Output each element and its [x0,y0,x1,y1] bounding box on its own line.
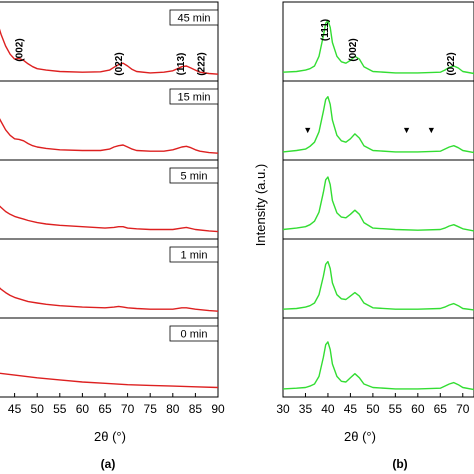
x-tick-label: 40 [321,402,335,416]
x-tick-label: 60 [411,402,425,416]
x-tick-label: 85 [189,402,203,416]
diffraction-curve-3 [282,176,474,232]
x-tick-label: 75 [144,402,158,416]
time-label-box [169,9,219,26]
x-tick-label: 45 [344,402,358,416]
x-tick-label: 55 [389,402,403,416]
x-tick-label: 70 [121,402,135,416]
peak-label: (111) [320,19,331,41]
phase-marker: ▼ [427,125,436,135]
x-tick-label: 90 [211,402,225,416]
peak-label: (113) [176,53,187,76]
peak-label: (222) [196,52,207,75]
x-tick-label: 65 [98,402,112,416]
peak-label: (002) [15,38,26,61]
time-label-box [169,246,219,263]
diffraction-curve-2 [0,118,219,154]
peak-label: (002) [348,38,359,61]
x-tick-label: 30 [276,402,290,416]
diffraction-curve-1 [282,19,474,75]
x-tick-label: 50 [31,402,45,416]
time-label-box [169,325,219,342]
phase-marker: ▼ [303,125,312,135]
x-axis-title: 2θ (°) [94,429,126,444]
phase-marker: ▼ [402,125,411,135]
x-tick-label: 70 [456,402,470,416]
panel-b: (111) (002) (022) ▼ ▼ ▼ 30 35 40 45 50 55 60 65 70 2θ (… [253,1,474,471]
subpanel-frame [282,317,474,398]
y-axis-title: Intensity (a.u.) [253,164,268,246]
peak-label: (022) [114,52,125,75]
diffraction-curve-3 [0,205,219,233]
time-label: 5 min [181,171,208,183]
time-label: 15 min [177,92,210,104]
panel-label: (a) [101,457,116,471]
time-label: 45 min [177,13,210,25]
time-label-box [169,88,219,105]
x-tick-label: 60 [76,402,90,416]
x-tick-label: 50 [366,402,380,416]
diffraction-curve-1 [0,28,219,75]
time-label-box [169,167,219,184]
x-tick-label: 80 [166,402,180,416]
panel-label: (b) [392,457,407,471]
x-tick-label: 65 [434,402,448,416]
x-tick-label: 35 [299,402,313,416]
x-tick-label: 55 [53,402,67,416]
diffraction-curve-4 [282,260,474,311]
diffraction-curve-4 [0,287,219,312]
x-axis-title: 2θ (°) [344,429,376,444]
time-label: 0 min [181,329,208,341]
peak-label: (022) [446,52,457,75]
x-tick-label: 45 [8,402,22,416]
time-label: 1 min [181,250,208,262]
diffraction-curve-5 [0,372,219,389]
diffraction-curve-5 [282,341,474,391]
diffraction-curve-2 [282,96,474,154]
